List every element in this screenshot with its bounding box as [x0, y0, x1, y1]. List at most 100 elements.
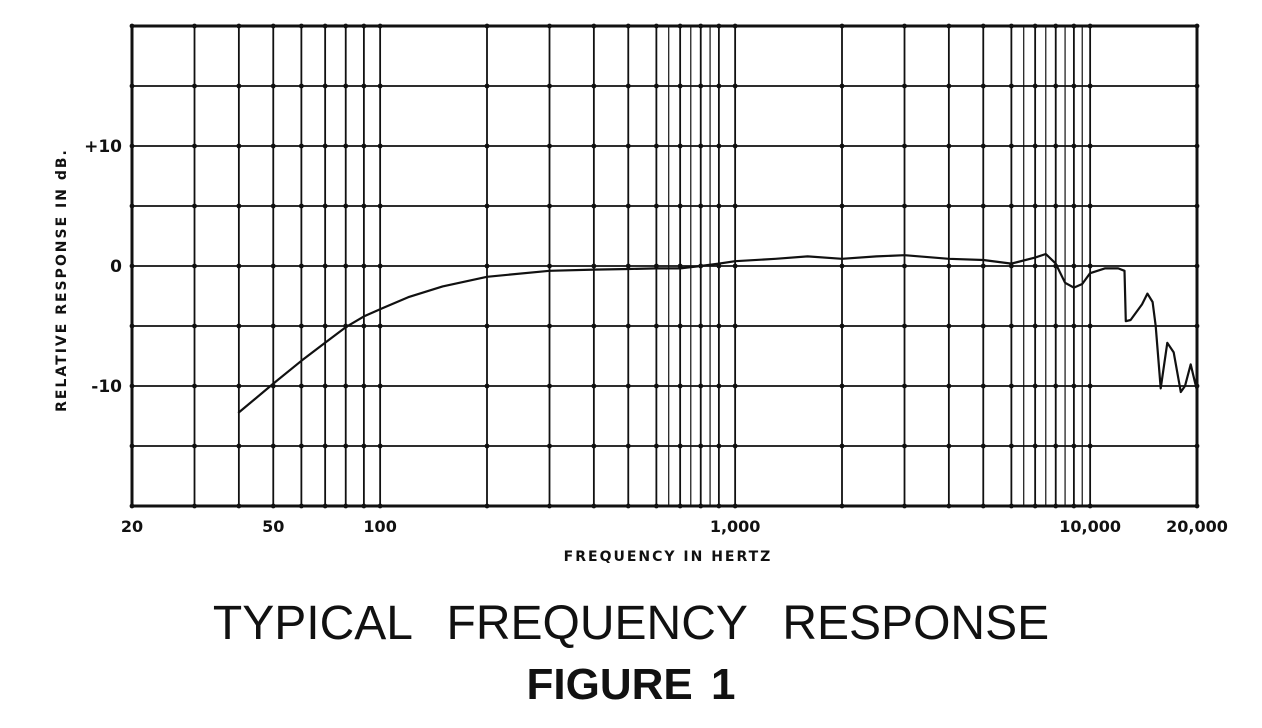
grid-node	[946, 323, 952, 329]
grid-node	[343, 263, 349, 269]
plot-frame	[130, 24, 1199, 508]
x-tick-label: 20,000	[1166, 517, 1228, 536]
grid-node	[484, 383, 490, 389]
grid-node	[1053, 323, 1059, 329]
grid-node	[322, 323, 328, 329]
grid-node	[839, 263, 845, 269]
grid-node	[732, 323, 738, 329]
grid-node	[547, 443, 552, 449]
grid-node	[732, 203, 738, 209]
grid-node	[1071, 323, 1077, 329]
grid-node	[839, 383, 845, 389]
x-axis-ticks: 20 50 100 1,000 10,000 20,000	[121, 517, 1228, 536]
grid-node	[1032, 83, 1038, 89]
grid-node	[270, 443, 276, 449]
grid-node	[1071, 83, 1077, 89]
grid-node	[732, 83, 738, 89]
grid-node	[484, 203, 490, 209]
grid-node	[484, 443, 490, 449]
grid-node	[547, 203, 552, 209]
grid-node	[484, 143, 490, 149]
grid-node	[1032, 203, 1038, 209]
grid-node	[980, 443, 986, 449]
grid-node	[270, 203, 276, 209]
y-axis-ticks: +10 0 -10	[84, 137, 122, 397]
grid-node	[653, 143, 659, 149]
grid-node	[716, 443, 722, 449]
grid-node	[902, 443, 907, 449]
grid-node	[377, 83, 383, 89]
grid-node	[591, 443, 597, 449]
grid-node	[236, 83, 242, 89]
grid-node	[1053, 203, 1059, 209]
grid-node	[698, 203, 704, 209]
grid-node	[1087, 83, 1093, 89]
grid-node	[839, 443, 845, 449]
grid-node	[839, 143, 845, 149]
grid-node	[625, 383, 631, 389]
grid-node	[298, 143, 304, 149]
grid-node	[192, 263, 197, 269]
grid-node	[980, 83, 986, 89]
grid-node	[547, 83, 552, 89]
grid-node	[980, 323, 986, 329]
grid-node	[625, 143, 631, 149]
grid-node	[270, 83, 276, 89]
grid-node	[192, 383, 197, 389]
x-tick-label: 10,000	[1059, 517, 1121, 536]
grid-node	[677, 383, 683, 389]
grid-node	[716, 143, 722, 149]
grid-node	[946, 203, 952, 209]
grid-node	[591, 383, 597, 389]
grid-node	[1071, 383, 1077, 389]
grid-node	[377, 263, 383, 269]
response-curve	[237, 252, 1199, 414]
grid-node	[1071, 203, 1077, 209]
grid-node	[1053, 83, 1059, 89]
grid-node	[236, 383, 242, 389]
grid-node	[361, 203, 367, 209]
grid-node	[902, 263, 907, 269]
grid-node	[1032, 263, 1038, 269]
grid-node	[322, 383, 328, 389]
grid-node	[322, 203, 328, 209]
grid-node	[946, 143, 952, 149]
y-tick-label: -10	[91, 377, 122, 397]
grid-node	[677, 83, 683, 89]
grid-node	[653, 203, 659, 209]
grid-node	[322, 443, 328, 449]
grid-node	[716, 383, 722, 389]
grid-node	[625, 83, 631, 89]
grid-node	[625, 443, 631, 449]
grid-node	[298, 83, 304, 89]
x-tick-label: 50	[262, 517, 284, 536]
grid-node	[677, 203, 683, 209]
grid-node	[547, 323, 552, 329]
grid-node	[1071, 143, 1077, 149]
grid-node	[732, 443, 738, 449]
grid-node	[653, 443, 659, 449]
grid-node	[716, 83, 722, 89]
grid-node	[902, 203, 907, 209]
grid-node	[298, 263, 304, 269]
grid-node	[343, 203, 349, 209]
grid-node	[1008, 83, 1014, 89]
grid-node	[343, 143, 349, 149]
grid-node	[946, 263, 952, 269]
grid-node	[716, 323, 722, 329]
grid-node	[547, 263, 552, 269]
x-tick-label: 20	[121, 517, 143, 536]
grid-node	[377, 143, 383, 149]
grid-node	[677, 143, 683, 149]
grid-node	[591, 143, 597, 149]
grid-node	[361, 263, 367, 269]
grid-node	[1008, 383, 1014, 389]
grid-node	[1071, 263, 1077, 269]
grid-node	[1053, 443, 1059, 449]
grid-node	[1087, 263, 1093, 269]
grid-node	[1032, 323, 1038, 329]
grid-node	[270, 323, 276, 329]
grid-node	[1053, 383, 1059, 389]
figure-title: TYPICAL FREQUENCY RESPONSE	[212, 597, 1050, 650]
grid-node	[902, 143, 907, 149]
